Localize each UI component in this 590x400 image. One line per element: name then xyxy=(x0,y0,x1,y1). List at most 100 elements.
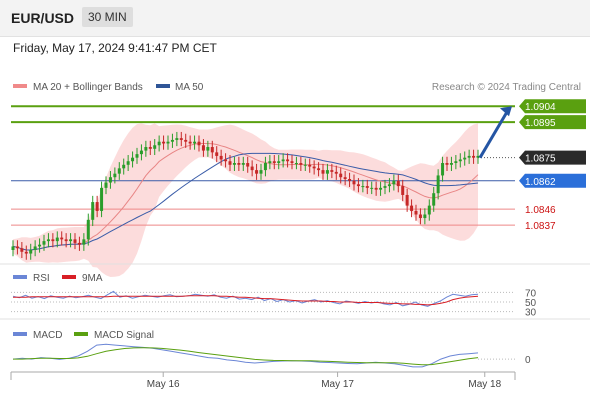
candle-body xyxy=(277,161,281,164)
candle-body xyxy=(232,163,236,165)
candle-body xyxy=(108,177,112,183)
candle-body xyxy=(312,166,316,169)
candle-body xyxy=(51,239,55,242)
candle-body xyxy=(42,241,46,245)
candle-body xyxy=(321,170,325,174)
level-badge-2 xyxy=(519,150,586,165)
candle-body xyxy=(454,161,458,164)
timestamp: Friday, May 17, 2024 9:41:47 PM CET xyxy=(13,41,217,55)
candle-body xyxy=(33,246,37,250)
candle-body xyxy=(131,157,135,162)
level-label-2: 1.0875 xyxy=(525,154,556,165)
candle-body xyxy=(126,161,130,165)
candle-body xyxy=(374,187,378,190)
candle-body xyxy=(361,186,365,188)
candle-body xyxy=(201,145,205,151)
level-label-4: 1.0846 xyxy=(525,205,556,216)
candle-body xyxy=(144,147,148,151)
candle-body xyxy=(396,180,400,187)
rsi-level-label: 70 xyxy=(525,288,537,299)
legend-ma20-label: MA 20 + Bollinger Bands xyxy=(33,82,143,93)
candle-body xyxy=(215,152,219,156)
candle-body xyxy=(268,161,272,164)
candle-body xyxy=(206,147,210,151)
candle-body xyxy=(38,244,42,247)
level-label-1: 1.0895 xyxy=(525,118,556,129)
macd-signal-line xyxy=(13,347,479,366)
candle-body xyxy=(330,170,334,172)
legend-macd-signal-label: MACD Signal xyxy=(94,330,154,341)
candle-body xyxy=(11,246,15,250)
candle-body xyxy=(458,159,462,162)
candle-body xyxy=(334,171,338,174)
candle-body xyxy=(77,242,81,245)
candle-body xyxy=(104,182,108,188)
candle-body xyxy=(445,163,449,165)
candle-body xyxy=(356,184,360,187)
candle-body xyxy=(365,186,369,188)
candle-body xyxy=(290,161,294,164)
x-tick-label: May 16 xyxy=(147,379,180,390)
macd-line xyxy=(12,343,479,368)
macd-zero-label: 0 xyxy=(525,355,531,366)
candle-body xyxy=(410,205,414,211)
timeframe-button[interactable]: 30 MIN xyxy=(82,7,133,27)
candle-body xyxy=(401,186,405,195)
level-badge-1 xyxy=(519,115,586,130)
candle-body xyxy=(193,141,197,144)
legend-ma20-swatch xyxy=(13,84,27,88)
candle-body xyxy=(170,139,174,142)
candle-body xyxy=(392,180,396,185)
rsi-level-label: 50 xyxy=(525,298,537,309)
candle-body xyxy=(166,141,170,144)
candle-body xyxy=(197,141,201,146)
candle-body xyxy=(405,194,409,206)
level-badge-0 xyxy=(519,99,586,114)
candle-body xyxy=(188,141,192,144)
candle-body xyxy=(339,173,343,178)
candle-body xyxy=(379,187,383,190)
watermark: Research © 2024 Trading Central xyxy=(432,82,581,93)
candle-body xyxy=(122,164,126,169)
candle-body xyxy=(69,239,73,242)
candle-body xyxy=(263,163,267,171)
legend-macd-label: MACD xyxy=(33,330,62,341)
candle-body xyxy=(294,163,298,165)
candle-body xyxy=(46,239,50,242)
candle-body xyxy=(250,166,254,171)
candle-body xyxy=(15,246,19,249)
candle-body xyxy=(113,173,117,178)
candle-body xyxy=(432,193,436,206)
candle-body xyxy=(100,187,104,211)
candle-body xyxy=(73,239,77,243)
ma20-line xyxy=(12,143,479,251)
candle-body xyxy=(352,180,356,185)
candle-body xyxy=(348,178,352,181)
candle-body xyxy=(157,141,161,146)
legend-macd-signal-swatch xyxy=(74,332,88,336)
candle-body xyxy=(272,161,276,164)
legend-rsi-ma-swatch xyxy=(62,275,76,279)
x-tick-label: May 18 xyxy=(468,379,501,390)
candle-body xyxy=(303,164,307,166)
candle-body xyxy=(82,239,86,245)
candle-body xyxy=(219,155,223,160)
candle-body xyxy=(20,248,24,252)
projection-arrow-head xyxy=(500,106,512,117)
candle-body xyxy=(153,145,157,149)
candle-body xyxy=(299,163,303,165)
candle-body xyxy=(224,159,228,162)
candle-body xyxy=(423,214,427,219)
candle-body xyxy=(343,177,347,179)
candle-body xyxy=(441,163,445,176)
level-label-3: 1.0862 xyxy=(525,177,556,188)
candle-body xyxy=(436,175,440,194)
candle-body xyxy=(175,138,179,140)
candle-body xyxy=(449,163,453,165)
legend-macd-swatch xyxy=(13,332,27,336)
legend-ma50-swatch xyxy=(156,84,170,88)
candle-body xyxy=(237,163,241,165)
candle-body xyxy=(64,239,68,242)
legend-rsi-label: RSI xyxy=(33,273,50,284)
